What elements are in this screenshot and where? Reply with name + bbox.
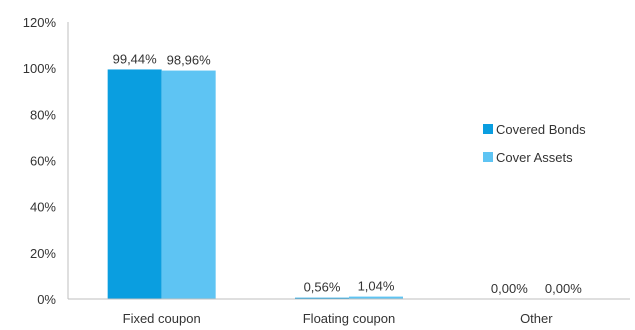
x-tick-label: Fixed coupon bbox=[123, 311, 201, 326]
y-tick-label: 0% bbox=[37, 292, 56, 307]
y-tick-label: 80% bbox=[30, 107, 56, 122]
y-axis: 0% 20% 40% 60% 80% 100% 120% bbox=[23, 15, 69, 307]
y-tick-label: 120% bbox=[23, 15, 57, 30]
bar bbox=[349, 296, 403, 299]
y-tick-label: 40% bbox=[30, 200, 56, 215]
data-label: 99,44% bbox=[113, 51, 158, 66]
bar bbox=[295, 297, 349, 299]
legend-label: Cover Assets bbox=[496, 150, 573, 165]
x-axis: Fixed coupon Floating coupon Other bbox=[68, 298, 630, 326]
y-tick-label: 100% bbox=[23, 61, 57, 76]
x-tick-label: Other bbox=[520, 311, 553, 326]
data-label: 0,56% bbox=[304, 280, 341, 295]
legend-swatch bbox=[483, 152, 493, 162]
bar bbox=[161, 70, 216, 299]
y-tick-label: 60% bbox=[30, 154, 56, 169]
data-label: 1,04% bbox=[358, 279, 395, 294]
legend: Covered Bonds Cover Assets bbox=[483, 122, 586, 165]
legend-label: Covered Bonds bbox=[496, 122, 586, 137]
data-labels: 99,44% 98,96% 0,56% 1,04% 0,00% 0,00% bbox=[113, 51, 583, 296]
data-label: 0,00% bbox=[491, 281, 528, 296]
y-tick-label: 20% bbox=[30, 246, 56, 261]
x-tick-label: Floating coupon bbox=[303, 311, 396, 326]
bars bbox=[107, 69, 403, 299]
data-label: 98,96% bbox=[167, 53, 212, 68]
data-label: 0,00% bbox=[545, 281, 582, 296]
legend-swatch bbox=[483, 124, 493, 134]
bar bbox=[107, 69, 162, 299]
